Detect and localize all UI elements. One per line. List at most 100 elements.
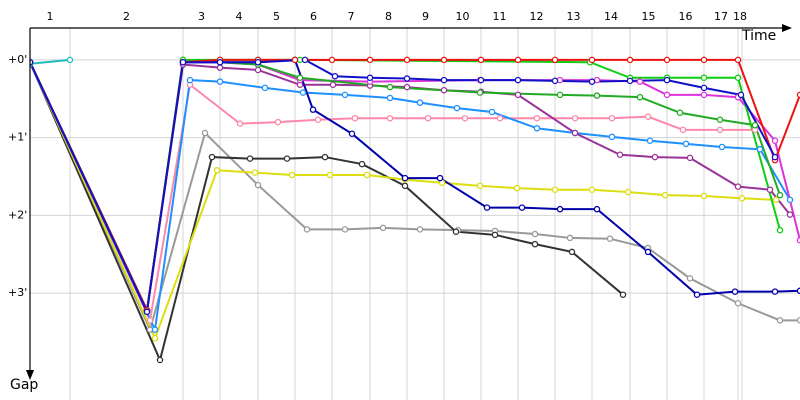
data-point	[518, 204, 526, 211]
data-point	[751, 121, 759, 129]
data-point	[626, 56, 634, 64]
data-point	[756, 146, 764, 153]
data-point	[416, 99, 424, 106]
data-point	[636, 78, 644, 85]
data-point	[453, 104, 461, 112]
data-point	[314, 116, 322, 124]
data-point	[436, 174, 444, 182]
data-point	[716, 116, 724, 124]
series-line	[30, 61, 755, 324]
x-tick-label: 5	[273, 10, 280, 23]
data-point	[718, 143, 726, 151]
data-point	[301, 56, 309, 64]
x-tick-label: 16	[679, 10, 693, 23]
data-point	[213, 167, 221, 174]
grid	[30, 28, 800, 400]
x-tick-label: 17	[714, 10, 728, 23]
data-point	[644, 248, 652, 256]
data-point	[216, 64, 224, 71]
series-line	[30, 58, 800, 314]
data-point	[663, 76, 671, 84]
data-point	[496, 114, 504, 122]
data-point	[321, 153, 329, 161]
data-point	[403, 56, 411, 64]
data-point	[303, 226, 311, 233]
data-point	[624, 188, 632, 196]
data-point	[66, 56, 74, 64]
data-point	[700, 84, 708, 92]
data-point	[363, 171, 371, 179]
data-point	[514, 91, 522, 99]
data-point	[700, 192, 708, 200]
data-point	[283, 155, 291, 162]
x-tick-label: 9	[422, 10, 429, 23]
data-point	[366, 74, 374, 82]
data-point	[571, 129, 579, 137]
data-point	[531, 240, 539, 248]
data-point	[786, 196, 794, 204]
data-point	[514, 56, 522, 64]
data-point	[651, 153, 659, 161]
data-point	[568, 248, 576, 256]
data-point	[663, 91, 671, 99]
data-point	[477, 76, 485, 84]
data-point	[329, 81, 337, 89]
data-point	[676, 109, 684, 117]
data-point	[30, 58, 34, 66]
data-point	[771, 153, 779, 161]
data-point	[734, 299, 742, 307]
data-point	[734, 56, 742, 64]
series-line	[30, 61, 624, 364]
data-point	[531, 230, 539, 238]
x-tick-label: 4	[236, 10, 243, 23]
data-point	[151, 334, 159, 342]
data-point	[513, 184, 521, 192]
x-tick-label: 2	[123, 10, 130, 23]
data-point	[424, 114, 432, 122]
data-point	[236, 120, 244, 127]
data-point	[551, 56, 559, 64]
data-point	[331, 72, 339, 80]
data-point	[488, 108, 496, 116]
data-point	[626, 77, 634, 85]
data-point	[254, 66, 262, 74]
data-point	[796, 237, 800, 244]
data-point	[593, 92, 601, 99]
data-point	[143, 308, 151, 316]
data-point	[663, 56, 671, 64]
data-point	[403, 75, 411, 82]
data-point	[299, 89, 307, 96]
data-point	[682, 140, 690, 148]
data-point	[734, 183, 742, 190]
data-point	[261, 84, 269, 92]
data-point	[796, 91, 800, 99]
data-point	[491, 231, 499, 239]
y-tick-label: +3'	[8, 286, 27, 299]
data-point	[679, 126, 687, 134]
data-point	[341, 226, 349, 233]
data-point	[571, 114, 579, 122]
data-point	[274, 118, 282, 126]
series-line	[30, 61, 791, 314]
data-point	[588, 186, 596, 193]
plot-area	[30, 56, 800, 364]
data-point	[588, 56, 596, 64]
x-tick-label: 13	[567, 10, 581, 23]
data-point	[254, 181, 262, 189]
data-point	[291, 56, 299, 64]
x-axis-arrow	[782, 24, 792, 32]
data-point	[771, 288, 779, 295]
data-point	[533, 125, 541, 132]
data-point	[731, 288, 739, 295]
data-point	[461, 114, 469, 122]
data-point	[772, 196, 780, 204]
data-point	[208, 153, 216, 161]
data-point	[386, 83, 394, 91]
data-point	[796, 287, 800, 295]
data-point	[440, 86, 448, 94]
data-point	[608, 114, 616, 122]
data-point	[151, 326, 159, 333]
data-point	[700, 91, 708, 99]
x-tick-label: 3	[198, 10, 205, 23]
